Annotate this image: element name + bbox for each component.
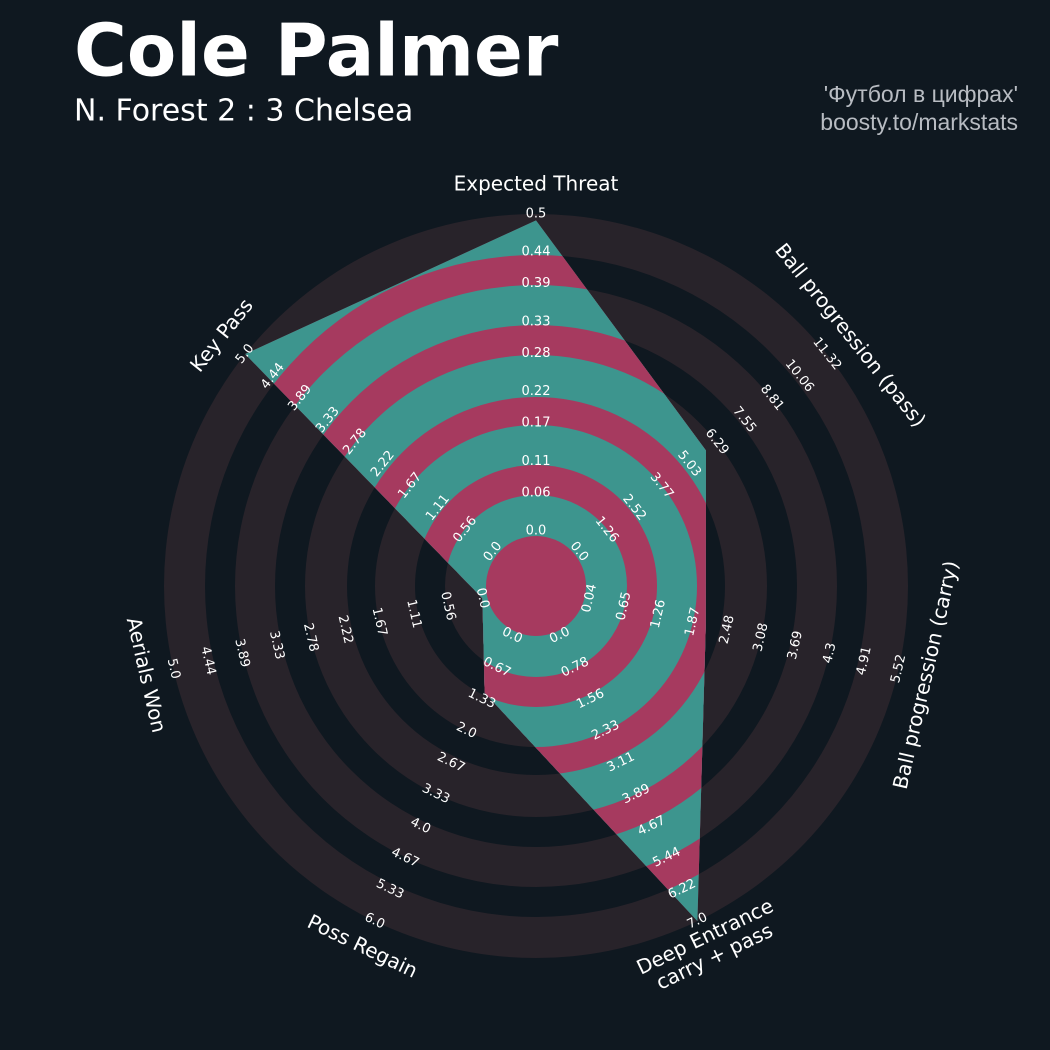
tick-label: 0.28 — [522, 346, 551, 361]
tick-label: 1.26 — [648, 598, 669, 630]
tick-label: 3.69 — [785, 629, 806, 661]
radar-ring — [486, 536, 586, 636]
tick-label: 0.17 — [522, 416, 551, 431]
tick-label: 0.04 — [579, 582, 600, 614]
tick-label: 5.52 — [888, 653, 909, 685]
tick-label: 0.5 — [526, 207, 547, 222]
credit: 'Футбол в цифрах' — [824, 81, 1018, 107]
tick-label: 5.0 — [164, 657, 183, 681]
tick-label: 0.22 — [522, 384, 551, 399]
tick-label: 3.33 — [266, 629, 287, 661]
tick-label: 1.67 — [369, 606, 390, 638]
tick-label: 3.08 — [751, 622, 772, 654]
tick-label: 4.3 — [820, 641, 839, 665]
tick-label: 0.44 — [522, 245, 551, 260]
tick-label: 4.91 — [854, 645, 875, 677]
tick-label: 2.22 — [335, 614, 356, 646]
tick-label: 0.65 — [613, 590, 634, 622]
tick-label: 1.11 — [403, 598, 424, 630]
chart-title: Cole Palmer — [74, 9, 559, 93]
tick-label: 4.44 — [197, 645, 218, 677]
tick-label: 0.0 — [526, 524, 547, 539]
tick-label: 3.89 — [231, 637, 252, 669]
tick-label: 2.78 — [300, 622, 321, 654]
tick-label: 0.56 — [437, 590, 458, 622]
tick-label: 0.11 — [522, 454, 551, 469]
tick-label: 0.39 — [522, 276, 551, 291]
credit: boosty.to/markstats — [820, 109, 1018, 135]
tick-label: 0.0 — [473, 586, 492, 610]
tick-label: 0.33 — [522, 314, 551, 329]
axis-label: Expected Threat — [454, 172, 619, 196]
tick-label: 1.87 — [682, 606, 703, 638]
tick-label: 2.48 — [717, 614, 738, 646]
tick-label: 0.06 — [522, 485, 551, 500]
subtitle: N. Forest 2 : 3 Chelsea — [74, 94, 413, 129]
